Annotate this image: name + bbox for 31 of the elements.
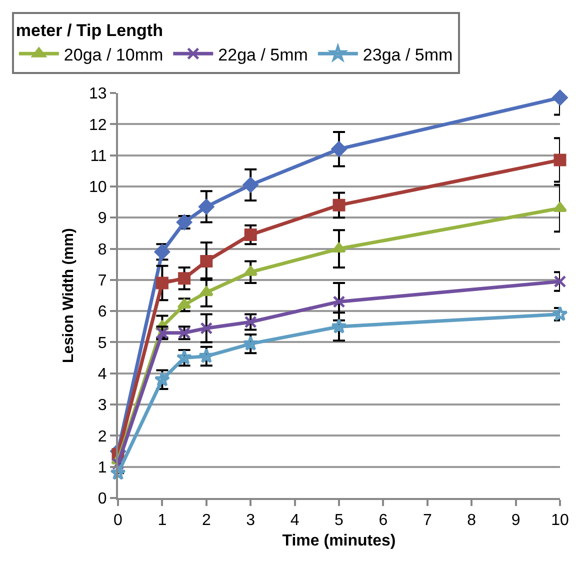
y-tick-label: 8 (98, 241, 107, 258)
y-tick-label: 10 (89, 179, 107, 196)
x-tick-label: 8 (467, 512, 476, 530)
x-tick-label: 3 (246, 512, 256, 530)
y-tick-label: 7 (98, 272, 107, 290)
y-tick-label: 3 (98, 397, 107, 414)
legend-label: 20ga / 10mm (64, 45, 164, 64)
y-tick-label: 6 (98, 304, 107, 321)
y-tick-label: 11 (90, 148, 107, 165)
y-tick-label: 5 (98, 334, 107, 352)
y-tick-label: 12 (89, 116, 107, 134)
x-tick-label: 7 (422, 512, 432, 530)
legend-title: meter / Tip Length (16, 21, 163, 40)
y-tick-label: 2 (98, 428, 107, 446)
x-tick-label: 10 (551, 512, 569, 530)
y-tick-label: 1 (98, 459, 107, 476)
y-tick-label: 9 (98, 210, 107, 228)
legend-label: 22ga / 5mm (218, 45, 308, 64)
y-axis-title: Lesion Width (mm) (60, 228, 77, 363)
x-tick-label: 9 (511, 512, 520, 530)
x-axis-title: Time (minutes) (282, 532, 396, 550)
y-tick-label: 13 (89, 86, 107, 103)
y-tick-label: 0 (98, 490, 107, 508)
x-tick-label: 5 (334, 512, 344, 530)
legend-label: 23ga / 5mm (362, 45, 453, 64)
x-tick-label: 2 (202, 512, 211, 530)
x-tick-label: 4 (290, 512, 300, 530)
x-tick-label: 0 (114, 512, 123, 530)
x-tick-label: 1 (158, 512, 167, 530)
x-tick-label: 6 (378, 512, 388, 530)
y-tick-label: 4 (98, 366, 107, 383)
